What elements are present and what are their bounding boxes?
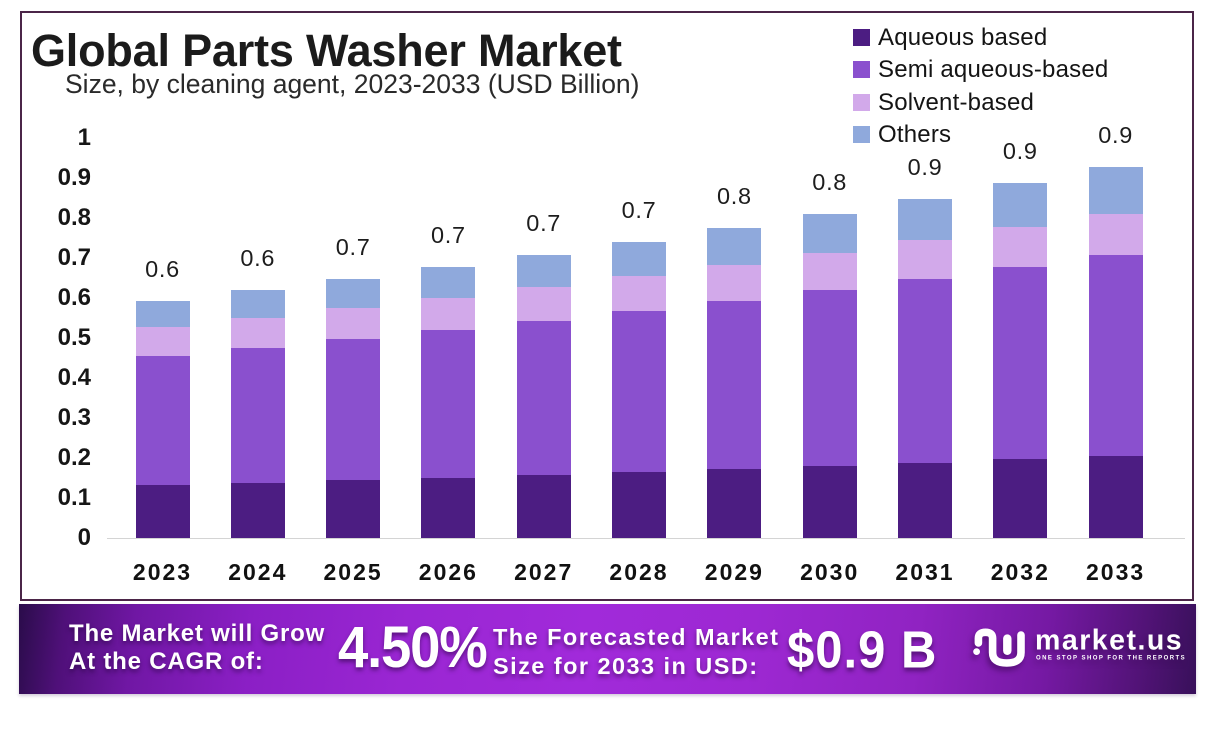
- svg-text:ONE STOP SHOP FOR THE REPORTS: ONE STOP SHOP FOR THE REPORTS: [1036, 656, 1186, 662]
- svg-text:market.us: market.us: [1035, 625, 1183, 657]
